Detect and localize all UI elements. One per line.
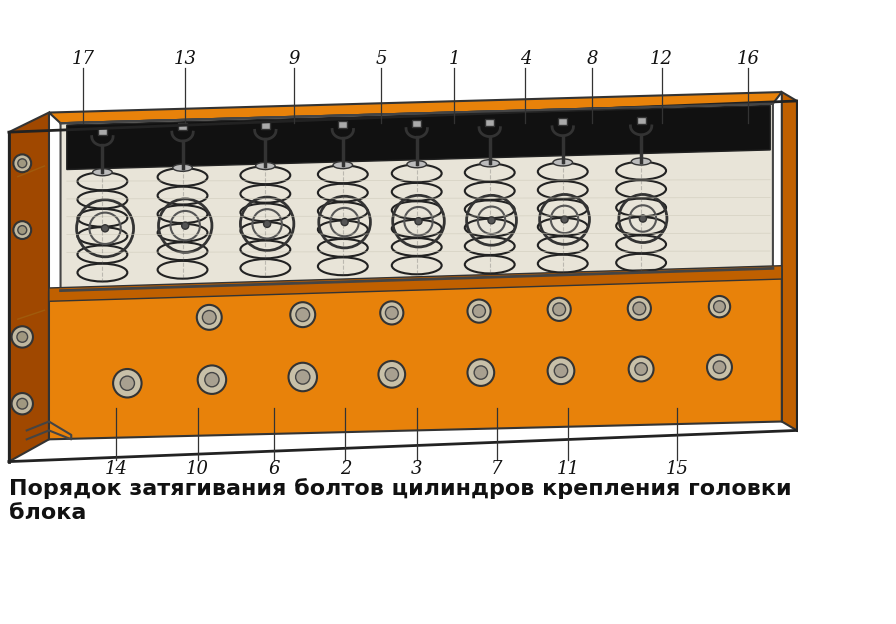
Polygon shape	[49, 266, 782, 301]
Circle shape	[488, 217, 495, 224]
Circle shape	[555, 364, 568, 378]
Ellipse shape	[255, 162, 275, 170]
Circle shape	[17, 398, 28, 409]
Polygon shape	[49, 270, 782, 439]
Circle shape	[120, 376, 134, 391]
Text: 4: 4	[520, 50, 531, 68]
Circle shape	[182, 222, 189, 229]
Circle shape	[385, 368, 399, 381]
Text: 11: 11	[556, 460, 580, 478]
FancyBboxPatch shape	[558, 118, 567, 125]
Circle shape	[415, 218, 422, 225]
Polygon shape	[49, 92, 782, 123]
Circle shape	[561, 216, 568, 223]
Text: 2: 2	[340, 460, 351, 478]
Circle shape	[296, 370, 310, 384]
Ellipse shape	[480, 160, 500, 167]
Text: 5: 5	[375, 50, 387, 68]
FancyBboxPatch shape	[98, 128, 107, 135]
FancyBboxPatch shape	[261, 122, 270, 129]
Circle shape	[709, 296, 730, 318]
Text: 3: 3	[411, 460, 423, 478]
Text: 17: 17	[72, 50, 94, 68]
Text: 14: 14	[104, 460, 127, 478]
Text: 9: 9	[289, 50, 299, 68]
FancyBboxPatch shape	[339, 120, 348, 128]
Circle shape	[17, 331, 28, 343]
Ellipse shape	[333, 162, 353, 168]
Circle shape	[13, 154, 31, 172]
Circle shape	[113, 369, 142, 397]
Circle shape	[547, 298, 571, 321]
Circle shape	[289, 363, 317, 391]
Circle shape	[553, 303, 565, 316]
Text: 1: 1	[448, 50, 460, 68]
Text: 13: 13	[174, 50, 197, 68]
Text: 10: 10	[186, 460, 209, 478]
Circle shape	[341, 218, 349, 226]
Text: блока: блока	[9, 503, 86, 524]
Polygon shape	[9, 112, 49, 462]
Circle shape	[713, 361, 726, 373]
Text: 15: 15	[665, 460, 688, 478]
Circle shape	[198, 366, 226, 394]
Ellipse shape	[553, 159, 573, 166]
Circle shape	[202, 311, 216, 324]
FancyBboxPatch shape	[178, 123, 187, 130]
Circle shape	[380, 301, 403, 324]
Circle shape	[628, 297, 650, 320]
Circle shape	[707, 354, 732, 379]
Circle shape	[13, 221, 31, 239]
FancyBboxPatch shape	[637, 117, 646, 124]
Circle shape	[713, 301, 726, 313]
Text: 7: 7	[491, 460, 503, 478]
Circle shape	[101, 225, 108, 232]
Circle shape	[296, 308, 310, 321]
Text: 16: 16	[737, 50, 760, 68]
Circle shape	[633, 302, 646, 314]
Circle shape	[547, 358, 574, 384]
Circle shape	[474, 366, 487, 379]
Circle shape	[629, 356, 653, 381]
Circle shape	[473, 305, 486, 318]
FancyBboxPatch shape	[486, 119, 495, 126]
FancyBboxPatch shape	[412, 120, 421, 127]
Circle shape	[12, 393, 33, 414]
Ellipse shape	[407, 160, 426, 168]
Circle shape	[290, 302, 315, 327]
Circle shape	[12, 326, 33, 348]
Text: Порядок затягивания болтов цилиндров крепления головки: Порядок затягивания болтов цилиндров кре…	[9, 478, 791, 499]
Ellipse shape	[173, 164, 193, 172]
Circle shape	[468, 359, 495, 386]
Circle shape	[197, 305, 221, 330]
Circle shape	[385, 306, 398, 319]
Ellipse shape	[92, 168, 112, 176]
Circle shape	[468, 300, 491, 323]
Circle shape	[263, 220, 271, 227]
Ellipse shape	[632, 158, 650, 165]
Circle shape	[635, 363, 647, 375]
Text: 8: 8	[586, 50, 598, 68]
Circle shape	[640, 215, 646, 222]
Text: 6: 6	[269, 460, 280, 478]
Polygon shape	[67, 105, 771, 170]
Circle shape	[378, 361, 405, 388]
Polygon shape	[782, 92, 797, 431]
Text: 12: 12	[650, 50, 673, 68]
Circle shape	[205, 373, 219, 387]
Circle shape	[18, 226, 27, 235]
Polygon shape	[61, 104, 773, 297]
Circle shape	[18, 159, 27, 168]
